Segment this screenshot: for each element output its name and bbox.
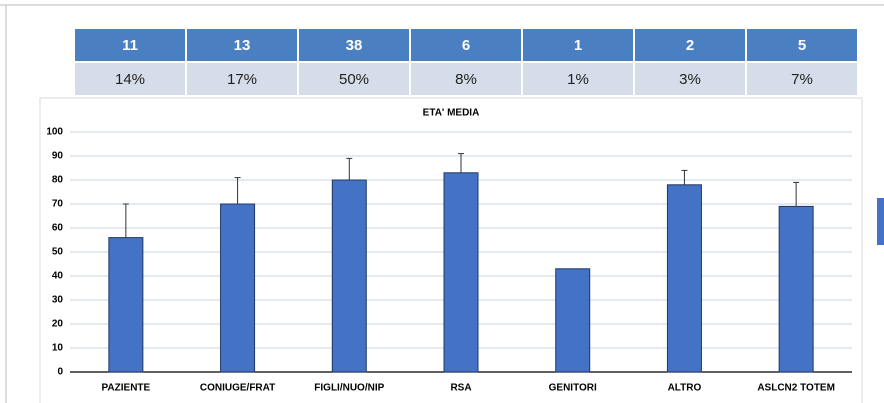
y-tick-label: 100 (46, 127, 63, 138)
header-cell (745, 27, 859, 63)
percent-text: 8% (455, 71, 477, 88)
side-shape (877, 198, 884, 245)
percent-text: 17% (227, 71, 257, 88)
x-tick-label: FIGLI/NUO/NIP (314, 383, 384, 394)
percent-cell (745, 61, 859, 97)
x-tick-label: GENITORI (549, 383, 597, 394)
percent-cell (185, 61, 299, 97)
count-text: 2 (686, 37, 694, 54)
percent-text: 14% (115, 71, 145, 88)
x-tick-label: ALTRO (668, 383, 702, 394)
percent-text: 1% (567, 71, 589, 88)
x-tick-label: ASLCN2 TOTEM (757, 383, 835, 394)
bar (220, 203, 256, 373)
y-tick-label: 50 (52, 247, 64, 258)
y-tick-label: 20 (52, 319, 64, 330)
y-tick-label: 90 (52, 151, 64, 162)
bar (108, 237, 144, 373)
bar (555, 268, 591, 373)
header-cell (297, 27, 411, 63)
percent-cell (521, 61, 635, 97)
chart-title: ETA' MEDIA (423, 108, 480, 119)
y-tick-label: 0 (57, 367, 63, 378)
bar (666, 184, 702, 373)
count-text: 6 (462, 37, 470, 54)
percent-cell (297, 61, 411, 97)
percent-text: 50% (339, 71, 369, 88)
y-tick-label: 70 (52, 199, 64, 210)
y-tick-label: 30 (52, 295, 64, 306)
x-tick-label: RSA (450, 383, 471, 394)
percent-cell (409, 61, 523, 97)
y-tick-label: 10 (52, 343, 64, 354)
x-tick-label: PAZIENTE (101, 383, 150, 394)
count-text: 13 (234, 37, 251, 54)
count-text: 5 (798, 37, 806, 54)
count-text: 38 (346, 37, 363, 54)
header-cell (409, 27, 523, 63)
count-text: 11 (122, 37, 138, 54)
percent-text: 7% (791, 71, 813, 88)
y-tick-label: 60 (52, 223, 64, 234)
percent-text: 3% (679, 71, 701, 88)
count-text: 1 (574, 37, 582, 54)
x-tick-label: CONIUGE/FRAT (200, 383, 275, 394)
percent-cell (633, 61, 747, 97)
bar (778, 205, 814, 373)
bar (443, 172, 479, 373)
bar (331, 179, 367, 373)
y-tick-label: 40 (52, 271, 64, 282)
y-tick-label: 80 (52, 175, 64, 186)
